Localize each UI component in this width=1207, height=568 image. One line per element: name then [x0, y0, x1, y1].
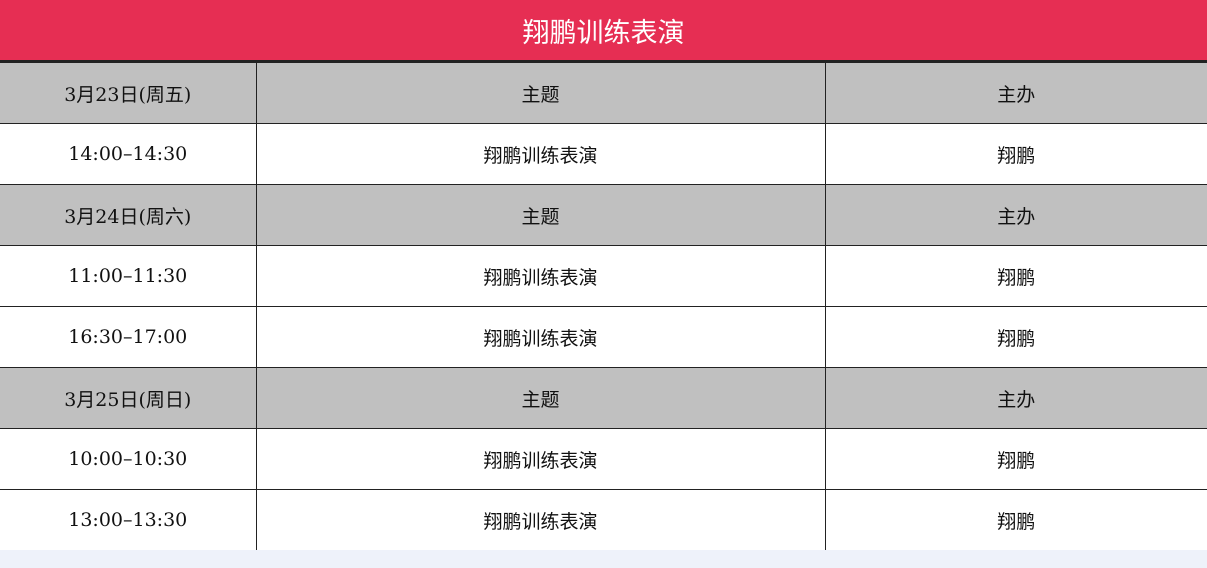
slot-topic: 翔鹏训练表演: [255, 428, 826, 490]
topic-header: 主题: [255, 184, 826, 246]
slot-host: 翔鹏: [824, 245, 1207, 307]
slot-topic: 翔鹏训练表演: [255, 123, 826, 185]
slot-time: 14:00–14:30: [0, 123, 257, 185]
day-header-row: 3月25日(周日) 主题 主办: [0, 367, 1207, 429]
host-header: 主办: [824, 62, 1207, 124]
slot-host: 翔鹏: [824, 428, 1207, 490]
slot-host: 翔鹏: [824, 489, 1207, 550]
slot-time: 10:00–10:30: [0, 428, 257, 490]
day-header-row: 3月23日(周五) 主题 主办: [0, 62, 1207, 124]
day-header-row: 3月24日(周六) 主题 主办: [0, 184, 1207, 246]
slot-time: 16:30–17:00: [0, 306, 257, 368]
schedule-table: 3月23日(周五) 主题 主办 14:00–14:30 翔鹏训练表演 翔鹏 3月…: [0, 62, 1207, 550]
slot-time: 11:00–11:30: [0, 245, 257, 307]
table-row: 14:00–14:30 翔鹏训练表演 翔鹏: [0, 123, 1207, 185]
table-row: 13:00–13:30 翔鹏训练表演 翔鹏: [0, 489, 1207, 550]
slot-topic: 翔鹏训练表演: [255, 306, 826, 368]
topic-header: 主题: [255, 62, 826, 124]
day-date: 3月25日(周日): [0, 367, 257, 429]
slot-topic: 翔鹏训练表演: [255, 245, 826, 307]
host-header: 主办: [824, 367, 1207, 429]
table-row: 16:30–17:00 翔鹏训练表演 翔鹏: [0, 306, 1207, 368]
day-date: 3月23日(周五): [0, 62, 257, 124]
slot-topic: 翔鹏训练表演: [255, 489, 826, 550]
host-header: 主办: [824, 184, 1207, 246]
day-date: 3月24日(周六): [0, 184, 257, 246]
table-row: 11:00–11:30 翔鹏训练表演 翔鹏: [0, 245, 1207, 307]
topic-header: 主题: [255, 367, 826, 429]
slot-time: 13:00–13:30: [0, 489, 257, 550]
slot-host: 翔鹏: [824, 123, 1207, 185]
schedule-title: 翔鹏训练表演: [0, 0, 1207, 62]
slot-host: 翔鹏: [824, 306, 1207, 368]
table-row: 10:00–10:30 翔鹏训练表演 翔鹏: [0, 428, 1207, 490]
